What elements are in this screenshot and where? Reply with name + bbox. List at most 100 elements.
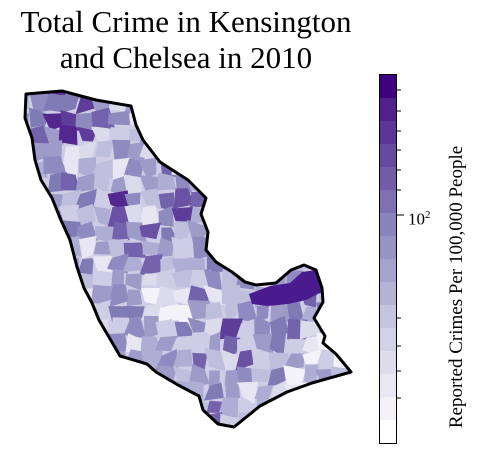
map-region [204, 191, 225, 212]
colorbar-band [380, 75, 396, 98]
map-region [299, 126, 323, 148]
map-region [94, 400, 115, 421]
map-region [347, 268, 351, 292]
map-region [25, 257, 36, 271]
map-region [158, 205, 174, 227]
map-region [251, 235, 273, 255]
map-region [27, 267, 51, 292]
map-svg [23, 89, 370, 452]
map-region [314, 174, 336, 194]
map-region [127, 415, 143, 427]
map-region [140, 381, 162, 402]
map-region [251, 252, 275, 273]
map-region [29, 430, 48, 452]
map-region [253, 430, 273, 451]
map-region [27, 380, 50, 401]
map-region [234, 91, 257, 111]
map-region [218, 241, 244, 260]
map-region [81, 435, 96, 452]
colorbar-label: Reported Crimes Per 100,000 People [446, 145, 467, 429]
map-region [238, 112, 260, 128]
map-regions [25, 91, 370, 452]
map-region [350, 252, 351, 272]
map-region [350, 91, 351, 98]
map-region [27, 348, 49, 372]
map-region [203, 143, 221, 162]
map-region [255, 412, 273, 427]
colorbar-band [380, 98, 396, 121]
title-line-1: Total Crime in Kensington [20, 4, 352, 39]
map-region [251, 188, 271, 207]
map-region [25, 268, 33, 285]
map-region [251, 91, 274, 96]
map-region [107, 253, 129, 274]
map-region [221, 93, 240, 114]
map-region [301, 238, 320, 258]
map-region [139, 108, 161, 129]
map-region [124, 91, 147, 99]
map-region [348, 123, 351, 146]
map-region [235, 159, 257, 178]
map-region [43, 332, 61, 355]
map-region [206, 400, 223, 413]
map-region [25, 177, 31, 192]
map-region [289, 236, 306, 257]
map-region [177, 428, 191, 451]
map-region [143, 429, 157, 447]
map-region [189, 413, 208, 427]
map-region [188, 95, 207, 111]
map-region [235, 207, 260, 222]
map-region [267, 176, 289, 194]
map-region [317, 91, 339, 98]
map-region [25, 143, 36, 164]
map-region [288, 188, 307, 209]
map-region [172, 401, 193, 416]
map-region [330, 142, 351, 159]
map-region [157, 431, 174, 448]
map-region [257, 223, 272, 241]
map-region [172, 287, 192, 305]
colorbar-band [380, 144, 396, 167]
map-region [269, 191, 291, 210]
map-region [93, 206, 111, 226]
map-region [171, 125, 195, 147]
map-region [224, 112, 242, 131]
map-region [301, 188, 321, 213]
map-region [319, 237, 337, 260]
map-region [138, 157, 157, 178]
map-region [42, 270, 65, 288]
map-region [25, 348, 33, 372]
map-region [155, 237, 174, 258]
map-region [29, 205, 51, 228]
map-region [285, 146, 302, 164]
map-region [268, 400, 290, 417]
map-region [58, 364, 83, 381]
map-region [74, 384, 100, 402]
map-region [235, 172, 254, 197]
map-region [27, 251, 46, 274]
map-region [203, 269, 222, 292]
map-region [191, 155, 210, 178]
map-region [354, 366, 370, 388]
map-region [266, 125, 287, 147]
colorbar-band [380, 351, 396, 374]
map-region [319, 206, 332, 224]
map-region [220, 203, 242, 223]
map-region [271, 141, 290, 163]
map-region [108, 380, 131, 402]
map-region [251, 204, 273, 229]
map-region [348, 431, 368, 450]
colorbar-band [380, 259, 396, 282]
map-region [112, 139, 131, 160]
map-region [256, 92, 275, 116]
map-region [142, 240, 160, 255]
map-region [124, 306, 145, 324]
map-region [251, 109, 270, 127]
map-region [154, 335, 179, 352]
map-region [78, 235, 97, 259]
map-region [349, 284, 351, 307]
map-region [30, 238, 49, 261]
map-region [218, 318, 243, 340]
map-region [287, 224, 306, 245]
map-region [235, 240, 258, 259]
